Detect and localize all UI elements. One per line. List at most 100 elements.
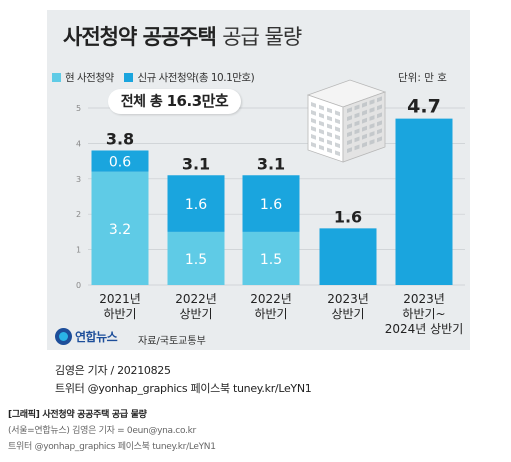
x-axis-label: 상반기 (179, 307, 212, 321)
building-window (335, 134, 340, 141)
building-window (354, 128, 360, 135)
building-illustration (306, 79, 387, 163)
building-window (354, 136, 360, 143)
building-window (354, 104, 360, 111)
bar-segment-new (395, 118, 453, 286)
building-window (327, 139, 332, 146)
y-tick-label: 1 (76, 246, 81, 255)
building-window (319, 136, 324, 143)
building-window (369, 123, 375, 129)
y-tick-label: 5 (76, 104, 81, 113)
x-axis-label: 2022년 (250, 292, 292, 306)
building-window (347, 107, 352, 113)
chart-title: 사전청약 공공주택 공급 물량 (63, 21, 302, 51)
building-window (311, 110, 316, 116)
chart-title-main: 사전청약 공공주택 (63, 25, 217, 49)
building-window (327, 123, 332, 130)
building-window (311, 118, 316, 124)
bar-segment-label: 3.2 (109, 222, 131, 238)
x-axis-label: 2022년 (175, 292, 217, 306)
y-tick-label: 3 (76, 175, 81, 184)
legend-swatch-new (124, 73, 134, 82)
bar-segment-existing (91, 171, 149, 285)
yonhap-logo-icon (55, 328, 72, 345)
legend: 현 사전청약 신규 사전청약(총 10.1만호) (52, 70, 262, 85)
building-window (377, 96, 382, 103)
building-window (362, 109, 367, 116)
yonhap-logo-text: 연합뉴스 (75, 330, 118, 344)
building-window (377, 104, 382, 111)
building-window (347, 139, 352, 145)
bar-segment-new (319, 228, 377, 285)
building-window (327, 131, 332, 138)
y-tick-label: 0 (76, 281, 81, 290)
legend-item-new: 신규 사전청약(총 10.1만호) (124, 70, 255, 85)
legend-swatch-existing (52, 73, 61, 82)
building-window (354, 112, 360, 119)
credit-line-1: 김영은 기자 / 20210825 (55, 364, 171, 377)
building-window (377, 136, 382, 143)
total-label: 전체 총 (120, 94, 163, 110)
unit-label: 단위: 만 호 (398, 72, 447, 84)
x-axis-label: 하반기~ (402, 307, 445, 321)
building-window (362, 117, 367, 124)
x-axis-label: 2023년 (403, 292, 445, 306)
building-window (327, 107, 332, 114)
building-window (319, 144, 324, 151)
x-axis-label: 2023년 (327, 292, 369, 306)
building-window (369, 99, 375, 105)
bar-segment-label: 1.6 (185, 197, 207, 213)
bar-total-label: 1.6 (334, 207, 362, 226)
caption-title: [그래픽] 사전청약 공공주택 공급 물량 (8, 410, 147, 420)
x-axis-label: 하반기 (254, 307, 287, 321)
building-window (377, 120, 382, 127)
legend-label-existing: 현 사전청약 (65, 72, 114, 84)
caption-byline: (서울=연합뉴스) 김영은 기자 = 0eun@yna.co.kr (8, 426, 196, 436)
building-window (362, 101, 367, 108)
building-window (347, 131, 352, 137)
source-note: 자료/국토교통부 (138, 336, 206, 347)
yonhap-logo: 연합뉴스 (55, 328, 118, 345)
building-window (369, 139, 375, 145)
bar-segment-label: 1.6 (260, 197, 282, 213)
building-window (362, 133, 367, 140)
building-window (319, 112, 324, 119)
building-window (347, 147, 352, 153)
building-window (311, 102, 316, 108)
building-window (347, 115, 352, 121)
bar-total-label: 3.1 (182, 154, 210, 173)
bar-segment-new (167, 175, 225, 232)
building-window (377, 112, 382, 119)
building-window (311, 134, 316, 140)
x-axis-label: 2024년 상반기 (385, 322, 464, 336)
building-window (311, 126, 316, 132)
y-tick-label: 2 (76, 210, 81, 219)
building-window (319, 128, 324, 135)
bar-total-label: 3.8 (106, 129, 134, 148)
building-window (369, 131, 375, 137)
building-window (362, 125, 367, 132)
building-window (369, 115, 375, 121)
caption-social: 트위터 @yonhap_graphics 페이스북 tuney.kr/LeYN1 (8, 442, 216, 452)
building-window (311, 142, 316, 148)
building-window (377, 128, 382, 135)
building-window (362, 141, 367, 148)
bar-segment-label: 1.5 (260, 252, 282, 268)
building-window (335, 142, 340, 149)
y-tick-label: 4 (76, 139, 81, 148)
bar-segment-new (242, 175, 300, 232)
building-window (347, 123, 352, 129)
building-window (327, 115, 332, 122)
bar-total-label: 3.1 (257, 154, 285, 173)
x-axis-label: 하반기 (103, 307, 136, 321)
building-window (335, 118, 340, 125)
building-window (335, 126, 340, 133)
x-axis-label: 2021년 (99, 292, 141, 306)
building-window (369, 107, 375, 113)
building-window (354, 144, 360, 151)
building-window (319, 104, 324, 111)
building-window (319, 120, 324, 127)
legend-label-new: 신규 사전청약(총 10.1만호) (137, 72, 255, 84)
chart-subtitle: 공급 물량 (222, 25, 302, 49)
